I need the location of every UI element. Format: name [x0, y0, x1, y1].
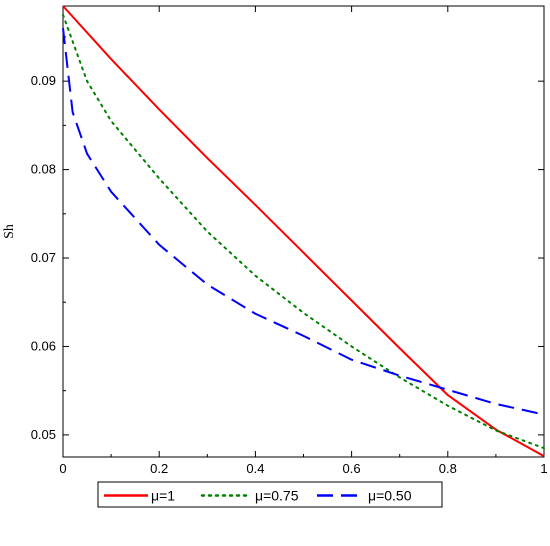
series-line-2 — [62, 27, 545, 416]
x-tick-label: 0 — [59, 461, 66, 476]
legend-box — [97, 481, 443, 508]
x-tick-label: 0.4 — [246, 461, 264, 476]
series-line-1 — [62, 13, 545, 450]
y-tick-label: 0.06 — [31, 338, 56, 353]
legend-label-2: μ=0.50 — [368, 488, 412, 504]
x-tick-label: 0.2 — [150, 461, 168, 476]
plot-frame — [62, 5, 545, 458]
y-tick-label: 0.05 — [31, 427, 56, 442]
y-tick-label: 0.09 — [31, 73, 56, 88]
legend-label-0: μ=1 — [151, 488, 175, 504]
series-line-0 — [62, 5, 545, 457]
x-tick-label: 0.6 — [343, 461, 361, 476]
y-tick-label: 0.07 — [31, 250, 56, 265]
x-tick-label: 0.8 — [439, 461, 457, 476]
y-axis-label: Sh — [2, 224, 17, 239]
x-tick-label: 1 — [540, 461, 547, 476]
legend-label-1: μ=0.75 — [255, 488, 299, 504]
y-tick-label: 0.08 — [31, 162, 56, 177]
